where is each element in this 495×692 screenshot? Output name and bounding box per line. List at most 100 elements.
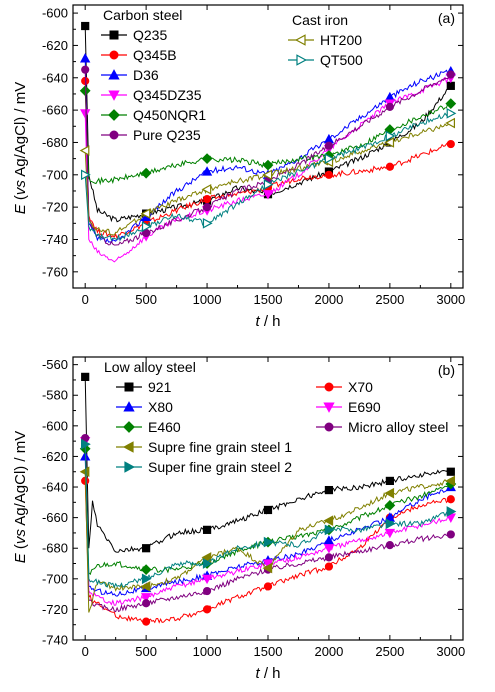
series-point-super-fine-grain-steel-2 (141, 573, 152, 585)
x-tick-label: 1500 (254, 644, 283, 659)
series-point-q235 (446, 81, 455, 90)
series-line-x70 (84, 480, 452, 626)
x-tick-label: 3000 (436, 292, 465, 307)
series-point-921 (446, 467, 455, 476)
legend-marker (124, 461, 136, 473)
series-point-q345dz35 (262, 190, 274, 200)
legend-marker (124, 382, 134, 392)
series-point-supre-fine-grain-steel-1 (79, 466, 90, 478)
series-point-921 (81, 372, 90, 381)
legend-group: Cast iron HT200 QT500 (288, 12, 363, 68)
series-point-ht200 (140, 208, 151, 219)
series-point-q450nqr1 (79, 85, 91, 97)
x-tick-label: 1000 (193, 644, 222, 659)
legend-entry-super-fine-grain-steel-2: Super fine grain steel 2 (148, 459, 292, 475)
series-point-micro-alloy-steel (202, 586, 212, 596)
series-point-supre-fine-grain-steel-1 (140, 581, 151, 592)
legend-marker (123, 401, 135, 412)
legend-marker (109, 30, 119, 40)
legend-marker (123, 421, 135, 433)
legend-marker (323, 402, 335, 413)
series-point-ht200 (445, 117, 456, 129)
series-point-e690 (384, 528, 396, 539)
series-point-921 (202, 525, 212, 534)
series-point-micro-alloy-steel (324, 553, 334, 562)
y-tick-label: -600 (42, 6, 68, 21)
series-point-e460 (384, 499, 396, 511)
y-tick-label: -620 (42, 38, 68, 53)
series-point-pure-q235 (385, 102, 394, 111)
y-tick-label: -740 (42, 633, 68, 648)
series-line-q345b (84, 80, 452, 240)
series-point-q450nqr1 (445, 98, 457, 110)
legend-entry-e690: E690 (348, 399, 381, 415)
x-axis-title: t / h (255, 665, 280, 682)
x-axis-title: t / h (255, 313, 280, 330)
legend-group-title: Carbon steel (103, 7, 182, 23)
legend-entry-qt500: QT500 (320, 52, 363, 68)
series-point-supre-fine-grain-steel-1 (201, 552, 212, 563)
legend-group-title: Cast iron (292, 12, 348, 28)
y-tick-label: -620 (42, 449, 68, 464)
legend-group-title: Low alloy steel (104, 359, 196, 375)
plot-frame (72, 4, 464, 289)
series-point-x70 (142, 617, 151, 626)
legend-entry-supre-fine-grain-steel-1: Supre fine grain steel 1 (148, 439, 292, 455)
chart-panel-b: 0 500 1000 1500 2000 2500 3000 -740 -720 -700 -680… (12, 356, 465, 682)
y-tick-label: -680 (42, 541, 68, 556)
series-point-micro-alloy-steel (446, 530, 455, 539)
legend-entry-ht200: HT200 (320, 32, 362, 48)
y-tick-label: -600 (42, 418, 68, 433)
x-tick-label: 1500 (254, 292, 283, 307)
series-point-ht200 (79, 145, 90, 156)
series-point-qt500 (385, 130, 396, 142)
y-axis-title: E (vs Ag/AgCl) / mV (12, 82, 29, 215)
series-point-q235 (81, 21, 90, 31)
y-tick-label: -560 (42, 357, 68, 372)
series-point-ht200 (201, 184, 212, 195)
x-tick-label: 2000 (314, 644, 343, 659)
series-point-super-fine-grain-steel-2 (80, 438, 91, 450)
series-point-qt500 (263, 179, 274, 190)
series-point-q345b (446, 139, 455, 149)
y-tick-label: -580 (42, 388, 68, 403)
legend-entry-micro-alloy-steel: Micro alloy steel (348, 419, 448, 435)
series-point-supre-fine-grain-steel-1 (262, 562, 273, 574)
y-tick-label: -660 (42, 103, 68, 118)
series-point-q450nqr1 (262, 159, 274, 171)
legend-marker (109, 50, 119, 60)
series-point-micro-alloy-steel (142, 599, 151, 608)
series-point-q345b (324, 170, 334, 179)
series-point-e690 (201, 574, 213, 585)
series-point-d36 (201, 166, 213, 176)
series-point-pure-q235 (324, 141, 334, 150)
legend-entry-e460: E460 (148, 419, 181, 435)
legend-marker (109, 130, 119, 140)
chart-panel-a: 0 500 1000 1500 2000 2500 3000 -760 -740 -720 -700… (12, 4, 465, 330)
y-tick-label: -740 (42, 232, 68, 247)
series-point-qt500 (446, 108, 457, 119)
series-point-e690 (140, 593, 152, 603)
series-point-qt500 (80, 169, 91, 181)
series-point-e690 (262, 559, 274, 569)
series-point-q345b (202, 194, 212, 204)
series-point-q450nqr1 (201, 153, 213, 165)
legend-entry-x70: X70 (348, 379, 373, 395)
x-tick-label: 500 (135, 292, 157, 307)
legend-group: Low alloy steel 921 X80 E460 Supre fine grai… (104, 359, 448, 475)
legend-entry-x80: X80 (148, 399, 173, 415)
series-point-supre-fine-grain-steel-1 (384, 487, 395, 499)
legend-entry-q345dz35: Q345DZ35 (133, 87, 202, 103)
series-point-q345dz35 (80, 109, 91, 119)
series-point-pure-q235 (202, 203, 212, 212)
legend-entry-q345b: Q345B (133, 47, 177, 63)
series-point-921 (263, 505, 273, 515)
legend-marker (296, 54, 308, 66)
panel-label: (a) (438, 10, 455, 26)
y-tick-label: -720 (42, 602, 68, 617)
legend-group: Carbon steel Q235 Q345B D36 Q345DZ35 Q450NQR1… (101, 7, 206, 143)
series-point-q345b (385, 162, 394, 171)
series-point-921 (385, 476, 394, 486)
x-tick-label: 2500 (375, 292, 404, 307)
